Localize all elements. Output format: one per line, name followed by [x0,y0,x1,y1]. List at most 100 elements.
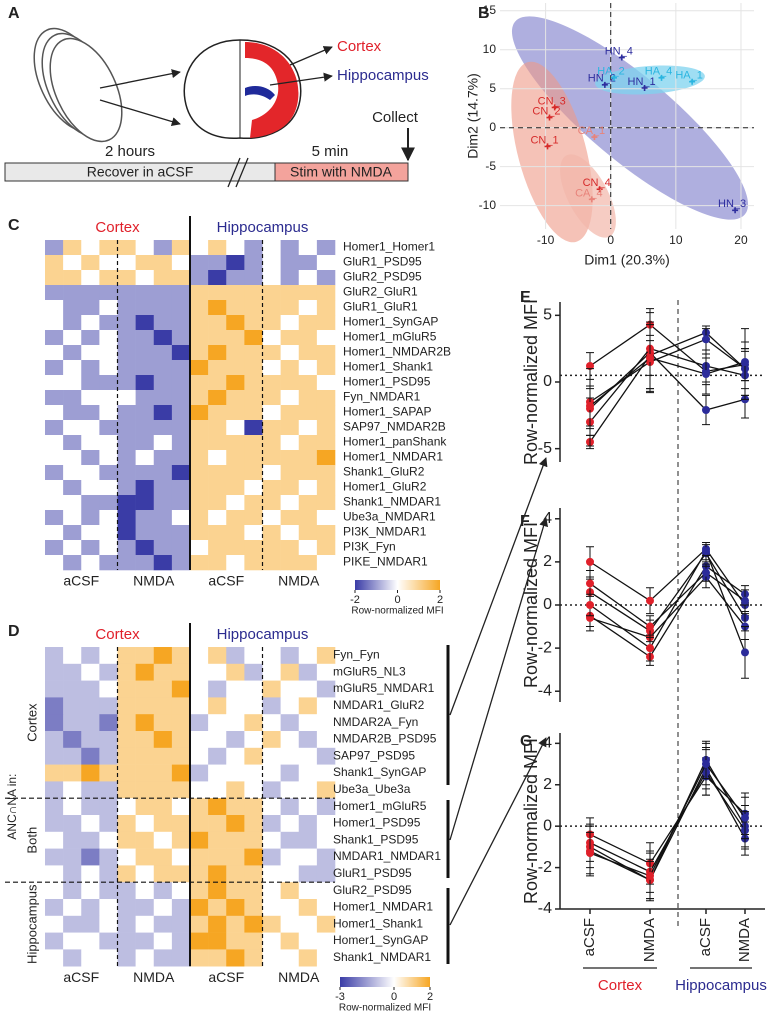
heat-cell [135,663,155,681]
x-tick-label: NMDA [736,918,753,962]
heat-cell [190,899,209,917]
heat-cell [298,300,318,316]
heat-cell [135,714,155,732]
row-group-title: ANC∩NA in: [5,774,19,840]
y-axis-label: Dim2 (14.7%) [465,73,481,159]
heat-cell [171,831,191,849]
heat-cell [280,375,300,391]
heat-cell [190,285,209,301]
point-label: CN_4 [583,177,611,189]
point [641,84,648,91]
heat-cell [280,899,300,917]
heat-cell [190,831,209,849]
marker [741,358,749,366]
heat-cell [45,450,64,466]
heat-cell [226,747,245,765]
heat-cell [63,480,82,496]
heat-cell [81,390,100,406]
heat-cell [262,510,281,526]
heat-cell [190,932,209,950]
heat-cell [208,848,227,866]
heat-cell [298,831,318,849]
y-tick-label: 5 [543,307,552,324]
column-label: NMDA [133,969,175,985]
heat-cell [262,285,281,301]
heat-cell [117,932,136,950]
heat-cell [262,932,281,950]
heat-cell [45,510,64,526]
timeline-box [274,162,409,182]
heat-cell [280,495,300,511]
heat-cell [280,480,300,496]
heat-cell [280,330,300,346]
heat-cell [99,731,118,749]
heat-cell [117,240,136,256]
heat-cell [99,932,118,950]
heat-cell [171,848,191,866]
y-tick-label: -5 [538,440,552,457]
heat-cell [298,865,318,883]
heat-cell [45,781,64,799]
heat-cell [81,731,100,749]
heat-cell [244,525,263,541]
heat-cell [99,555,118,571]
heat-cell [244,697,263,715]
heat-cell [45,932,64,950]
column-label: NMDA [133,573,175,589]
heat-cell [171,240,191,256]
heat-cell [81,882,100,900]
heat-cell [298,450,318,466]
heat-cell [316,270,336,286]
heat-cell [81,345,100,361]
heat-cell [226,831,245,849]
series-line [589,766,746,881]
heat-cell [45,390,64,406]
heat-cell [208,465,227,481]
row-label: Homer1_SAPAP [343,405,431,419]
heat-cell [135,764,155,782]
heat-cell [226,865,245,883]
d-brackets [446,300,679,964]
heat-cell [262,345,281,361]
row-group-label: Hippocampus [24,884,39,964]
heat-cell [316,882,336,900]
heat-cell [81,764,100,782]
marker [586,362,594,370]
heat-cell [45,525,64,541]
heat-cell [81,465,100,481]
heat-cell [99,435,118,451]
heat-cell [117,781,136,799]
heat-cell [208,480,227,496]
heat-cell [99,848,118,866]
heat-cell [81,680,100,698]
column-label: NMDA [278,969,320,985]
row-label: Fyn_Fyn [333,648,380,662]
heat-cell [135,405,155,421]
heat-cell [262,450,281,466]
heat-cell [63,747,82,765]
heat-cell [226,510,245,526]
arrow [449,457,548,716]
heat-cell [226,525,245,541]
heat-cell [81,781,100,799]
heat-cell [171,714,191,732]
heat-cell [226,663,245,681]
heat-cell [208,360,227,376]
heat-cell [316,435,336,451]
heat-cell [99,285,118,301]
heat-cell [262,848,281,866]
heat-cell [208,882,227,900]
panel-label: A [8,5,20,22]
heat-cell [63,915,82,933]
heat-cell [99,798,118,816]
row-label: Homer1_NMDAR2B [343,345,451,359]
row-label: Homer1_NMDAR1 [343,450,443,464]
arrow [269,72,333,86]
heat-cell [262,300,281,316]
marker [586,402,594,410]
heat-cell [244,714,263,732]
heat-cell [316,495,336,511]
heat-cell [99,315,118,331]
heat-cell [226,435,245,451]
heat-cell [190,300,209,316]
